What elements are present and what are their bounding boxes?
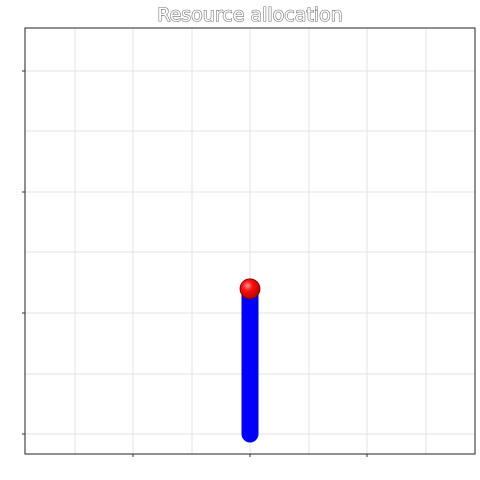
- end-point-marker-0: [239, 278, 261, 300]
- series: [239, 278, 261, 443]
- chart-title: Resource allocation: [157, 4, 342, 26]
- ticks: [22, 70, 368, 457]
